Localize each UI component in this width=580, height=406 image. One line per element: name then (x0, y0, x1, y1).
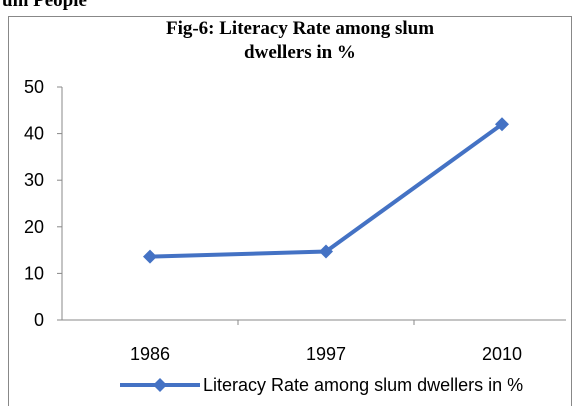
page-heading: um People (2, 0, 87, 11)
marker (495, 117, 509, 132)
chart-title: dwellers in % (244, 42, 356, 63)
line (149, 122, 504, 259)
x-tick-label: 2010 (482, 344, 522, 364)
chart-title: Fig-6: Literacy Rate among slum (166, 18, 434, 39)
marker (143, 249, 157, 264)
y-tick-label: 50 (24, 77, 44, 97)
marker (319, 244, 333, 259)
legend-label: Literacy Rate among slum dwellers in % (203, 375, 523, 395)
y-tick-label: 0 (34, 310, 44, 330)
legend-marker (153, 378, 167, 392)
y-tick-label: 20 (24, 217, 44, 237)
x-tick-label: 1986 (130, 344, 170, 364)
x-tick-label: 1997 (306, 344, 346, 364)
y-tick-label: 10 (24, 263, 44, 283)
y-tick-label: 40 (24, 124, 44, 144)
chart-border (8, 16, 572, 406)
y-tick-label: 30 (24, 170, 44, 190)
